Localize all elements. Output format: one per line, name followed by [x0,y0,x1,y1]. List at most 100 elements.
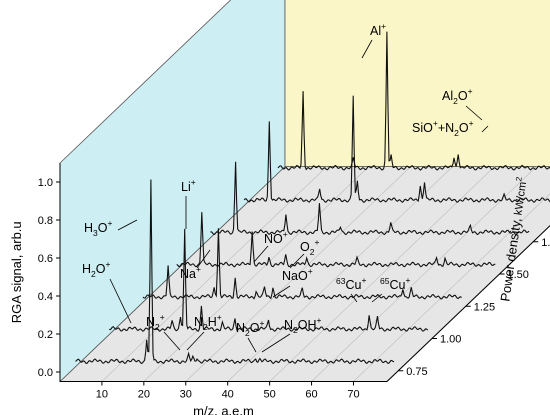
annotation-sub: 3 [93,228,98,238]
x-tick-label: 20 [138,389,150,401]
annotation-leader-na [196,249,211,269]
series-line-1.5 [176,212,496,268]
annotation-sup: + [217,312,222,322]
annotation-sub: 2 [310,247,315,257]
annotation-sup: + [308,266,313,276]
y-tick-label: 0.0 [38,367,53,379]
annotation-main: Al [370,24,381,38]
z-tick-label: 1.75 [541,237,550,249]
annotation-main: Al [442,89,453,103]
annotation-sup: + [196,264,201,274]
annotation-sup: + [160,312,165,322]
annotation-cu63: 63Cu+ [336,275,366,292]
annotation-sub: 2 [91,269,96,279]
annotation-main2: +N [438,121,454,135]
y-tick-label: 0.2 [38,329,53,341]
annotation-n2o: N2O+ [236,318,265,338]
annotation-n2h: N2H+ [194,312,222,332]
annotation-main: Na [180,267,196,281]
annotation-sub: 2 [245,328,250,338]
annotation-no: NO+ [264,229,288,246]
annotation-leader-h2o [109,278,132,324]
annotation-h2o: H2O+ [82,259,111,279]
annotation-rest: OH [298,318,317,332]
annotation-h3o: H3O+ [84,218,113,238]
annotation-sio_n2o: SiO++N2O+ [412,118,474,138]
z-axis-title-unit-sup: 2 [514,176,524,182]
z-axis-title-unit: kW/cm [513,181,530,216]
y-tick-label: 1.0 [38,177,53,189]
chart-series [75,31,550,365]
back-wall-plane [284,0,550,167]
floor-grid-line [227,166,453,382]
series-line-0.75 [75,179,395,365]
floor-grid-line [311,166,537,382]
annotation-main: N [146,315,155,329]
annotation-rest2: O [459,121,469,135]
annotation-main: Cu [345,278,361,292]
annotation-leader-al [361,39,373,59]
annotation-n2oh: N2OH+ [284,315,322,335]
floor-grid-line [185,166,411,382]
annotation-main: NO [264,232,283,246]
annotation-rest: O [98,221,108,235]
annotation-rest: O [458,89,468,103]
z-tick-label: 1.00 [440,334,461,346]
annotation-leader-nao [272,285,291,298]
chart-annotations: H3O+H2O+N2+ N2H+N2O+ N2OH+Li+Na+NO+O2+NaO+… [82,21,489,353]
annotation-main: H [82,262,91,276]
annotation-sup: + [317,315,322,325]
annotation-rest: O [250,321,260,335]
z-tick-label: 1.50 [508,269,529,281]
annotation-main: N [236,321,245,335]
annotation-cu65: 65Cu+ [380,275,410,292]
x-tick-label: 60 [305,389,317,401]
y-tick-label: 0.8 [38,215,53,227]
annotation-leader-cu65 [371,293,383,303]
x-tick-label: 50 [263,389,275,401]
annotation-sup: + [433,118,438,128]
annotation-leader-sio_n2o [481,125,489,133]
annotation-rest: H [208,315,217,329]
annotation-leader-h3o [117,219,138,231]
series-line-1.25 [142,228,462,300]
annotation-sup: + [405,275,410,285]
y-tick-label: 0.6 [38,253,53,265]
annotation-leader-n2h [186,331,205,351]
annotation-leader-n2 [163,331,181,351]
annotation-main: Li [181,180,191,194]
annotation-leader-cu63 [350,293,358,303]
annotation-main: Cu [389,278,405,292]
annotation-nao: NaO+ [282,266,313,283]
chart-walls [59,0,550,383]
x-tick-label: 70 [347,389,359,401]
chart-axes: 0.0 0.2 0.4 0.6 0.8 1.0 RGA signal, arb.u 10 20 3… [9,163,550,415]
annotation-main: O [300,240,310,254]
annotation-n2: N2+ [146,312,165,332]
annotation-sub2: 2 [454,128,459,138]
annotation-al2o: Al2O+ [442,86,473,106]
x-tick-label: 10 [96,389,108,401]
series-line-2.25 [277,31,550,171]
annotation-leader-n2o [247,337,257,353]
annotation-main: H [84,221,93,235]
chart-grid [101,166,550,382]
annotation-sub: 2 [453,96,458,106]
annotation-leader-no [253,245,269,263]
annotation-main: N [284,318,293,332]
z-tick-label: 1.25 [474,301,495,313]
annotation-leader-o2 [289,253,305,269]
annotation-na: Na+ [180,264,201,281]
annotation-sup2: + [469,118,474,128]
annotation-isotope: 63 [336,276,346,286]
y-axis-title: RGA signal, arb.u [9,221,24,323]
annotation-al: Al+ [370,21,386,38]
annotation-sup: + [314,237,319,247]
annotation-sup: + [468,86,473,96]
annotation-main: SiO [412,121,433,135]
annotation-isotope: 65 [380,276,390,286]
annotation-sub: 2 [293,325,298,335]
annotation-main: NaO [282,269,308,283]
annotation-sup: + [108,218,113,228]
